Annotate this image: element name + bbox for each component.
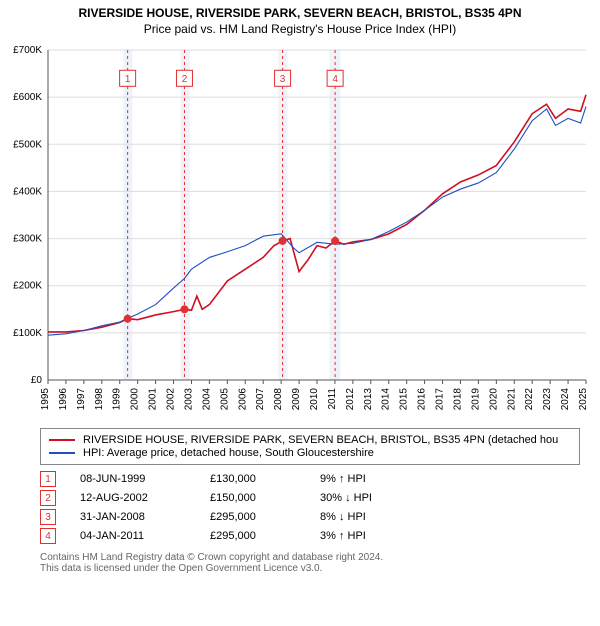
transaction-dot <box>124 315 132 323</box>
x-tick-label: 2007 <box>255 388 266 411</box>
x-tick-label: 2019 <box>470 388 481 411</box>
chart-container: £0 £100K £200K £300K £400K £500K £600K £700K 199… <box>0 40 600 420</box>
transaction-date: 04-JAN-2011 <box>80 530 210 542</box>
x-tick-label: 2020 <box>488 388 499 411</box>
y-tick-label: £0 <box>31 375 43 386</box>
x-tick-label: 1996 <box>58 388 69 411</box>
x-tick-label: 2012 <box>345 388 356 411</box>
transaction-row: 3 31-JAN-2008£295,0008% ↓ HPI <box>40 509 580 525</box>
transaction-date: 08-JUN-1999 <box>80 473 210 485</box>
x-tick-label: 2021 <box>506 388 517 411</box>
y-tick-label: £100K <box>13 328 42 339</box>
y-tick-label: £400K <box>13 186 42 197</box>
legend-item: HPI: Average price, detached house, Sout… <box>49 447 571 459</box>
x-tick-label: 2003 <box>183 388 194 411</box>
transaction-label-num: 4 <box>332 74 338 85</box>
transaction-dot <box>180 305 188 313</box>
x-tick-label: 2005 <box>219 388 230 411</box>
legend-swatch <box>49 452 75 454</box>
x-tick-label: 2001 <box>148 388 159 411</box>
x-tick-label: 1995 <box>40 388 51 411</box>
transaction-price: £295,000 <box>210 511 320 523</box>
chart-titles: RIVERSIDE HOUSE, RIVERSIDE PARK, SEVERN … <box>0 6 600 36</box>
transaction-diff: 30% ↓ HPI <box>320 492 430 504</box>
x-tick-label: 2002 <box>166 388 177 411</box>
transaction-dot <box>279 237 287 245</box>
y-tick-label: £500K <box>13 139 42 150</box>
legend: RIVERSIDE HOUSE, RIVERSIDE PARK, SEVERN … <box>40 428 580 465</box>
transactions-table: 1 08-JUN-1999£130,0009% ↑ HPI 2 12-AUG-2002… <box>40 471 580 544</box>
x-tick-label: 2013 <box>363 388 374 411</box>
transaction-dot <box>331 237 339 245</box>
y-tick-label: £700K <box>13 45 42 56</box>
y-tick-label: £300K <box>13 234 42 245</box>
transaction-marker: 2 <box>40 490 56 506</box>
transaction-row: 1 08-JUN-1999£130,0009% ↑ HPI <box>40 471 580 487</box>
x-tick-label: 1997 <box>76 388 87 411</box>
legend-item: RIVERSIDE HOUSE, RIVERSIDE PARK, SEVERN … <box>49 434 571 446</box>
attribution-footer: Contains HM Land Registry data © Crown c… <box>40 552 580 574</box>
legend-swatch <box>49 439 75 441</box>
title-line1: RIVERSIDE HOUSE, RIVERSIDE PARK, SEVERN … <box>0 6 600 20</box>
x-tick-label: 2009 <box>291 388 302 411</box>
transaction-price: £295,000 <box>210 530 320 542</box>
x-tick-label: 2008 <box>273 388 284 411</box>
price-chart: £0 £100K £200K £300K £400K £500K £600K £700K 199… <box>0 40 600 420</box>
legend-label: HPI: Average price, detached house, Sout… <box>83 447 374 459</box>
title-line2: Price paid vs. HM Land Registry's House … <box>0 22 600 36</box>
transaction-marker: 3 <box>40 509 56 525</box>
transaction-date: 31-JAN-2008 <box>80 511 210 523</box>
highlight-band <box>181 50 190 380</box>
transaction-label-num: 1 <box>125 74 131 85</box>
transaction-diff: 3% ↑ HPI <box>320 530 430 542</box>
transaction-diff: 8% ↓ HPI <box>320 511 430 523</box>
x-tick-label: 2022 <box>524 388 535 411</box>
transaction-row: 2 12-AUG-2002£150,00030% ↓ HPI <box>40 490 580 506</box>
legend-label: RIVERSIDE HOUSE, RIVERSIDE PARK, SEVERN … <box>83 434 558 446</box>
x-tick-label: 2000 <box>130 388 141 411</box>
transaction-marker: 4 <box>40 528 56 544</box>
transaction-row: 4 04-JAN-2011£295,0003% ↑ HPI <box>40 528 580 544</box>
transaction-marker: 1 <box>40 471 56 487</box>
x-tick-label: 1998 <box>94 388 105 411</box>
x-tick-label: 2010 <box>309 388 320 411</box>
x-tick-label: 2025 <box>578 388 589 411</box>
x-tick-label: 2015 <box>399 388 410 411</box>
x-tick-label: 2023 <box>542 388 553 411</box>
transaction-price: £130,000 <box>210 473 320 485</box>
y-tick-label: £600K <box>13 92 42 103</box>
y-tick-label: £200K <box>13 281 42 292</box>
footer-line1: Contains HM Land Registry data © Crown c… <box>40 552 580 563</box>
x-tick-label: 2024 <box>560 388 571 411</box>
x-tick-label: 2017 <box>435 388 446 411</box>
x-tick-label: 2004 <box>201 388 212 411</box>
x-tick-label: 2011 <box>327 388 338 410</box>
x-tick-label: 2014 <box>381 388 392 411</box>
transaction-date: 12-AUG-2002 <box>80 492 210 504</box>
transaction-label-num: 3 <box>280 74 286 85</box>
x-tick-label: 2006 <box>237 388 248 411</box>
transaction-diff: 9% ↑ HPI <box>320 473 430 485</box>
transaction-label-num: 2 <box>182 74 188 85</box>
x-tick-label: 2016 <box>417 388 428 411</box>
transaction-price: £150,000 <box>210 492 320 504</box>
x-tick-label: 1999 <box>112 388 123 411</box>
x-tick-label: 2018 <box>452 388 463 411</box>
footer-line2: This data is licensed under the Open Gov… <box>40 563 580 574</box>
